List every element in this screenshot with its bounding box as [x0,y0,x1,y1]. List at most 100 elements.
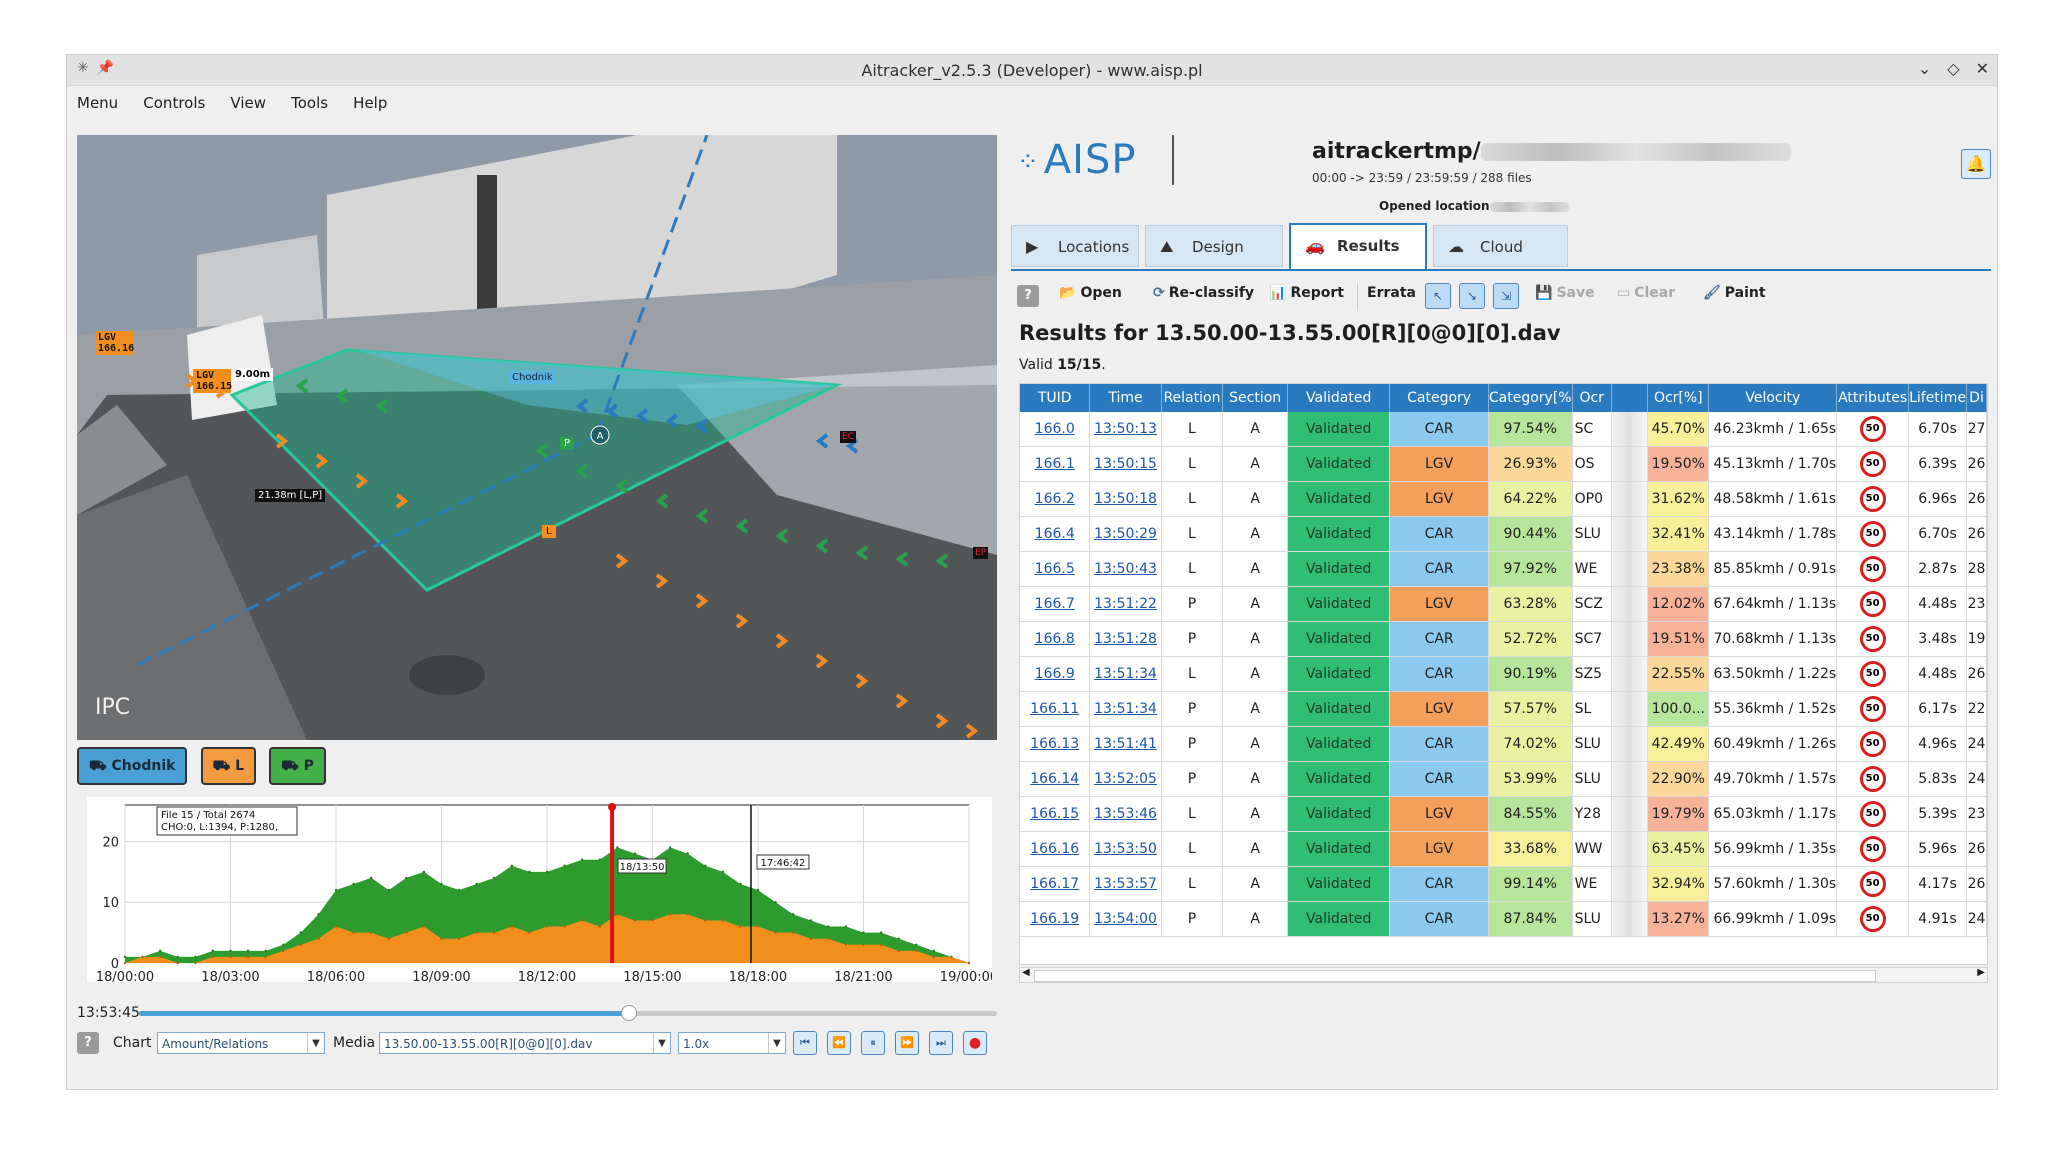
table-row[interactable]: 166.7 13:51:22 P A Validated LGV 63.28% SCZ 12.0… [1020,586,1987,622]
table-row[interactable]: 166.13 13:51:41 P A Validated CAR 74.02% SLU 42.… [1020,726,1987,762]
record-button[interactable]: ● [963,1031,987,1055]
results-table[interactable]: TUID Time Relation Section Validated Cat… [1019,383,1988,965]
scrollbar-thumb[interactable] [1034,970,1876,982]
horizontal-scrollbar[interactable]: ◀ ▶ [1019,967,1988,983]
help-button[interactable]: ? [77,1032,99,1054]
menu-item[interactable]: Tools [291,94,329,112]
table-row[interactable]: 166.5 13:50:43 L A Validated CAR 97.92% WE 23.38… [1020,551,1987,587]
time-link[interactable]: 13:54:00 [1089,901,1162,937]
scroll-left-icon[interactable]: ◀ [1022,967,1030,978]
timeline-slider-handle[interactable] [621,1005,638,1021]
menu-item[interactable]: Controls [143,94,206,112]
column-header[interactable]: Category [1389,384,1489,412]
table-row[interactable]: 166.11 13:51:34 P A Validated LGV 57.57% SL 100.… [1020,691,1987,727]
column-header[interactable]: Category[% [1488,384,1573,412]
column-header[interactable]: Ocr[%] [1647,384,1710,412]
time-link[interactable]: 13:51:34 [1089,691,1162,727]
time-link[interactable]: 13:51:34 [1089,656,1162,692]
table-row[interactable]: 166.1 13:50:15 L A Validated LGV 26.93% OS 19.50… [1020,446,1987,482]
table-row[interactable]: 166.4 13:50:29 L A Validated CAR 90.44% SLU 32.4… [1020,516,1987,552]
time-link[interactable]: 13:50:29 [1089,516,1162,552]
time-link[interactable]: 13:50:13 [1089,412,1162,447]
column-header[interactable]: Validated [1287,384,1391,412]
menu-item[interactable]: Help [353,94,388,112]
speed-select[interactable]: 1.0x ▼ [678,1032,786,1054]
tab-cloud[interactable]: ☁ Cloud [1433,225,1568,267]
table-row[interactable]: 166.17 13:53:57 L A Validated CAR 99.14% WE 32.9… [1020,866,1987,902]
video-frame[interactable]: A LGV 166.16 LGV 166.15 9.00m Chodnik P … [77,135,997,740]
time-link[interactable]: 13:53:57 [1089,866,1162,902]
tab-locations[interactable]: ▶ Locations [1011,225,1139,267]
chart-type-select[interactable]: Amount/Relations ▼ [157,1032,325,1054]
errata-select-button[interactable]: ↖ [1425,283,1451,309]
table-row[interactable]: 166.19 13:54:00 P A Validated CAR 87.84% SLU 13.… [1020,901,1987,937]
save-button[interactable]: 💾 Save [1535,285,1595,301]
time-link[interactable]: 13:51:41 [1089,726,1162,762]
skip-start-button[interactable]: ⏮ [793,1031,817,1055]
pause-button[interactable]: ⏸ [861,1031,885,1055]
menu-item[interactable]: Menu [77,94,119,112]
table-row[interactable]: 166.2 13:50:18 L A Validated LGV 64.22% OP0 31.6… [1020,481,1987,517]
media-select[interactable]: 13.50.00-13.55.00[R][0@0][0].dav ▼ [379,1032,671,1054]
minimize-icon[interactable]: ⌄ [1917,59,1932,78]
tab-design[interactable]: ⛰ Design [1145,225,1283,267]
table-row[interactable]: 166.8 13:51:28 P A Validated CAR 52.72% SC7 19.5… [1020,621,1987,657]
column-header[interactable]: Lifetime [1908,384,1968,412]
column-header[interactable]: Velocity [1708,384,1838,412]
time-link[interactable]: 13:50:18 [1089,481,1162,517]
time-link[interactable]: 13:53:46 [1089,796,1162,832]
tuid-link[interactable]: 166.17 [1020,866,1091,902]
scroll-right-icon[interactable]: ▶ [1977,967,1985,978]
table-row[interactable]: 166.15 13:53:46 L A Validated LGV 84.55% Y28 19.… [1020,796,1987,832]
time-link[interactable]: 13:52:05 [1089,761,1162,797]
notifications-button[interactable]: 🔔 [1961,149,1991,179]
column-header[interactable]: TUID [1020,384,1091,412]
time-link[interactable]: 13:51:22 [1089,586,1162,622]
column-header[interactable]: Time [1089,384,1162,412]
column-header[interactable]: Di [1966,384,1987,412]
table-row[interactable]: 166.14 13:52:05 P A Validated CAR 53.99% SLU 22.… [1020,761,1987,797]
tuid-link[interactable]: 166.9 [1020,656,1091,692]
column-header[interactable]: Ocr [1572,384,1612,412]
menu-item[interactable]: View [230,94,267,112]
errata-multi-button[interactable]: ⇲ [1493,283,1519,309]
tuid-link[interactable]: 166.5 [1020,551,1091,587]
traffic-chart[interactable]: 18/00:00 18/03:00 18/06:00 18/09:00 18/12:00… [87,797,992,982]
clear-button[interactable]: ▭ Clear [1617,285,1676,301]
tab-results[interactable]: 🚗 Results [1289,223,1427,269]
table-row[interactable]: 166.9 13:51:34 L A Validated CAR 90.19% SZ5 22.5… [1020,656,1987,692]
tuid-link[interactable]: 166.8 [1020,621,1091,657]
time-link[interactable]: 13:51:28 [1089,621,1162,657]
report-button[interactable]: 📊 Report [1269,285,1344,301]
time-link[interactable]: 13:53:50 [1089,831,1162,867]
help-button[interactable]: ? [1017,285,1039,307]
column-header[interactable]: Relation [1161,384,1224,412]
tuid-link[interactable]: 166.14 [1020,761,1091,797]
forward-button[interactable]: ⏩ [895,1031,919,1055]
maximize-icon[interactable]: ◇ [1947,59,1960,78]
tuid-link[interactable]: 166.7 [1020,586,1091,622]
column-header[interactable]: Attributes [1836,384,1910,412]
column-header[interactable] [1611,384,1649,412]
close-icon[interactable]: ✕ [1975,59,1989,78]
tuid-link[interactable]: 166.4 [1020,516,1091,552]
tuid-link[interactable]: 166.16 [1020,831,1091,867]
timeline-slider[interactable] [139,1005,997,1021]
rewind-button[interactable]: ⏪ [827,1031,851,1055]
tuid-link[interactable]: 166.15 [1020,796,1091,832]
marker-handle[interactable] [608,803,617,811]
tuid-link[interactable]: 166.2 [1020,481,1091,517]
time-link[interactable]: 13:50:15 [1089,446,1162,482]
paint-button[interactable]: 🖌 Paint [1703,285,1766,301]
tuid-link[interactable]: 166.19 [1020,901,1091,937]
tuid-link[interactable]: 166.11 [1020,691,1091,727]
tuid-link[interactable]: 166.1 [1020,446,1091,482]
table-row[interactable]: 166.0 13:50:13 L A Validated CAR 97.54% SC 45.70… [1020,412,1987,447]
open-button[interactable]: 📂 Open [1059,285,1122,301]
tuid-link[interactable]: 166.0 [1020,412,1091,447]
column-header[interactable]: Section [1222,384,1289,412]
zone-button-p[interactable]: ⛟ P [269,747,326,785]
table-row[interactable]: 166.16 13:53:50 L A Validated LGV 33.68% WW 63.4… [1020,831,1987,867]
reclassify-button[interactable]: ⟳ Re-classify [1153,285,1255,301]
zone-button-chodnik[interactable]: ⛟ Chodnik [77,747,188,785]
